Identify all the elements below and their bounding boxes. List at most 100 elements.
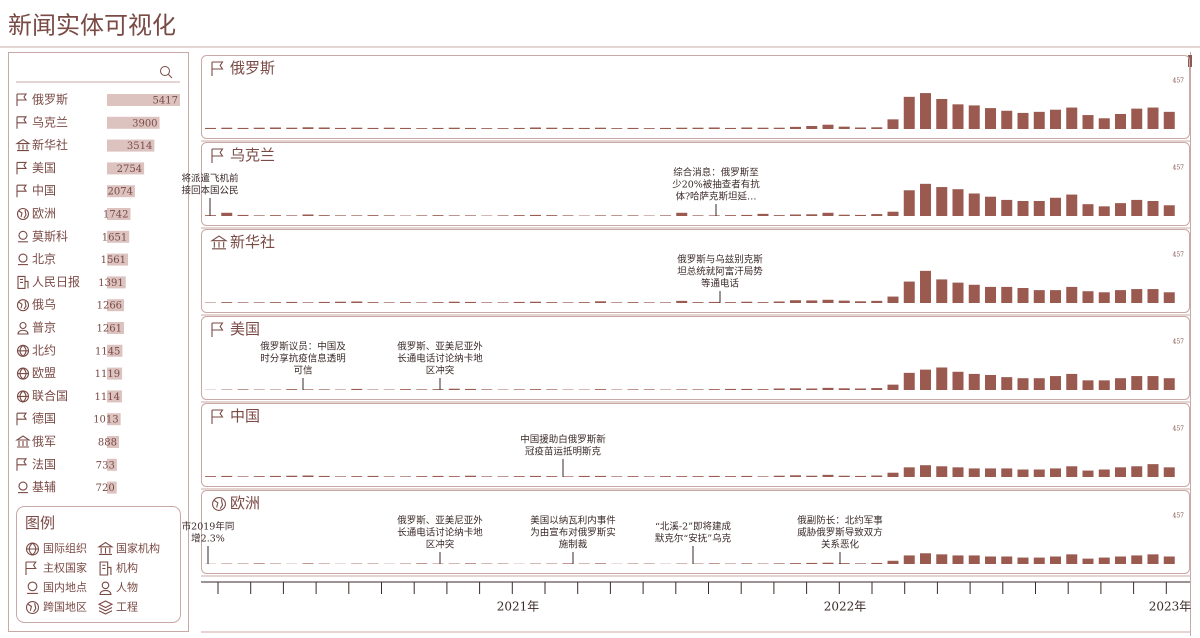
panel-title: 俄罗斯 xyxy=(230,59,275,77)
bar xyxy=(692,302,704,303)
entity-name: 俄乌 xyxy=(32,297,56,312)
bar xyxy=(611,128,623,129)
bar xyxy=(838,126,850,129)
entity-name: 莫斯科 xyxy=(32,229,68,243)
bar xyxy=(513,389,525,390)
bar xyxy=(465,563,476,564)
bar xyxy=(627,389,639,390)
bar xyxy=(627,127,639,129)
bar xyxy=(985,196,996,216)
bar xyxy=(1163,111,1175,129)
bar xyxy=(432,389,444,390)
bar xyxy=(448,127,460,129)
bar xyxy=(1017,378,1029,390)
bar xyxy=(318,389,330,390)
entity-count: 1013 xyxy=(93,415,118,426)
panel-max: 457 xyxy=(1173,513,1185,520)
icon xyxy=(16,412,28,426)
bar xyxy=(903,555,915,564)
bar xyxy=(367,127,379,129)
bar xyxy=(1001,556,1013,564)
entity-name: 基辅 xyxy=(32,480,56,494)
bar xyxy=(627,476,639,477)
bar xyxy=(530,214,541,216)
pin-icon xyxy=(27,581,38,592)
legend-box xyxy=(16,506,181,623)
entity-bar xyxy=(107,116,160,129)
bar xyxy=(253,302,265,303)
bar xyxy=(1163,467,1175,477)
bar xyxy=(660,302,671,303)
bar xyxy=(757,389,769,390)
entity-name: 德国 xyxy=(32,411,56,426)
bar xyxy=(1017,112,1029,129)
entity-name: 俄军 xyxy=(32,435,56,449)
bar xyxy=(822,562,834,564)
bar xyxy=(1066,554,1078,564)
region-icon xyxy=(214,499,224,509)
bar xyxy=(920,93,931,129)
annotation: 美国以纳瓦利内事件 xyxy=(530,515,616,527)
bar xyxy=(335,127,346,129)
icon xyxy=(210,235,228,250)
panel-max: 457 xyxy=(1173,426,1185,433)
icon xyxy=(16,367,30,380)
bar xyxy=(773,388,785,390)
region-icon xyxy=(25,600,40,615)
legend-item: 机构 xyxy=(116,561,138,575)
bar xyxy=(253,563,265,564)
bar xyxy=(513,215,525,216)
entity-name: 新华社 xyxy=(32,137,68,152)
entity-name: 美国 xyxy=(32,161,56,175)
bar xyxy=(887,119,899,129)
bar xyxy=(952,104,964,129)
bar xyxy=(497,128,509,129)
bar xyxy=(806,300,818,303)
icon xyxy=(97,600,114,615)
bar xyxy=(806,562,818,564)
annotation: 体?哈萨克斯坦延… xyxy=(675,191,756,203)
bar xyxy=(952,189,964,216)
bar xyxy=(1017,557,1029,564)
bar xyxy=(530,127,541,129)
bar xyxy=(1163,205,1175,216)
bar xyxy=(708,389,720,390)
bar xyxy=(855,563,866,564)
bar xyxy=(595,389,606,390)
bar xyxy=(1001,377,1013,390)
bar xyxy=(237,389,249,390)
bar xyxy=(481,302,493,303)
bar xyxy=(1163,378,1175,390)
bar xyxy=(1033,378,1045,390)
bar xyxy=(270,215,281,216)
icon xyxy=(212,497,226,511)
panel-max: 457 xyxy=(1173,78,1185,85)
panel-title: 欧洲 xyxy=(230,494,260,512)
person-icon xyxy=(99,589,112,596)
bar xyxy=(416,215,428,216)
annotation: 区冲突 xyxy=(426,539,455,551)
panel xyxy=(201,142,1190,226)
region-icon xyxy=(18,209,27,219)
bar xyxy=(270,302,281,303)
bar xyxy=(887,384,899,390)
bar xyxy=(578,475,590,477)
org-icon xyxy=(99,561,112,576)
bar xyxy=(1147,376,1159,390)
bar xyxy=(286,475,298,477)
icon xyxy=(16,458,28,471)
bar xyxy=(871,562,883,564)
sidebar xyxy=(8,52,189,632)
bar xyxy=(643,302,655,303)
icon xyxy=(211,148,224,163)
annotation: 俄罗斯议员：中国及 xyxy=(260,341,346,353)
annotation: 关系恶化 xyxy=(821,539,860,551)
bar xyxy=(1098,206,1110,216)
bar xyxy=(757,213,769,216)
bar xyxy=(676,127,688,129)
bar xyxy=(546,476,558,477)
flag-icon xyxy=(211,322,224,337)
search-icon[interactable] xyxy=(160,66,173,79)
bar xyxy=(725,215,736,216)
